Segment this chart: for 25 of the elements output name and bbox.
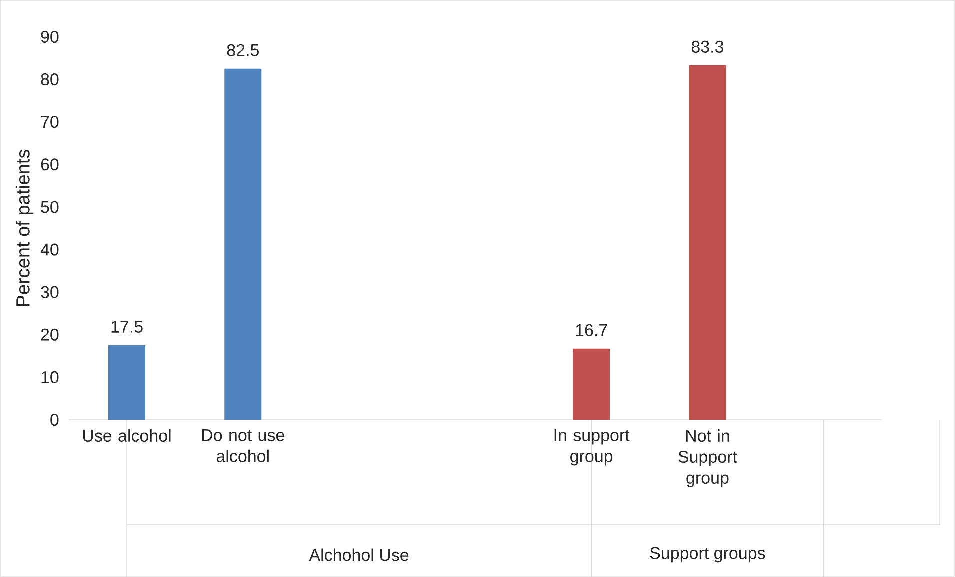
y-tick-label: 0 <box>50 414 59 426</box>
bar <box>224 68 262 420</box>
x-tick-label: Use alcohol <box>83 430 171 442</box>
data-label: 82.5 <box>227 44 259 56</box>
y-tick-label: 80 <box>41 74 59 86</box>
y-tick-label: 50 <box>41 201 59 214</box>
y-tick-label: 30 <box>41 286 59 298</box>
x-tick-label: In support group <box>554 430 630 466</box>
text: Alchohol Use <box>309 548 409 562</box>
y-axis-title: Percent of patients <box>16 150 34 306</box>
y-tick-label: 10 <box>42 371 59 384</box>
bar <box>689 66 726 420</box>
x-tick-label: Do not use alcohol <box>202 430 284 462</box>
y-tick-label: 70 <box>41 116 59 128</box>
y-tick-label: 90 <box>41 30 59 44</box>
y-tick-label: 40 <box>40 244 59 256</box>
bar <box>108 346 146 420</box>
data-label: 17.5 <box>112 321 143 333</box>
data-label: 16.7 <box>576 324 608 336</box>
x-tick-label: Not in Support group <box>678 430 738 488</box>
data-label: 83.3 <box>692 40 724 53</box>
y-tick-label: 60 <box>41 158 59 171</box>
text: Support groups <box>650 547 766 563</box>
bar <box>573 348 610 420</box>
y-tick-label: 20 <box>41 328 59 341</box>
